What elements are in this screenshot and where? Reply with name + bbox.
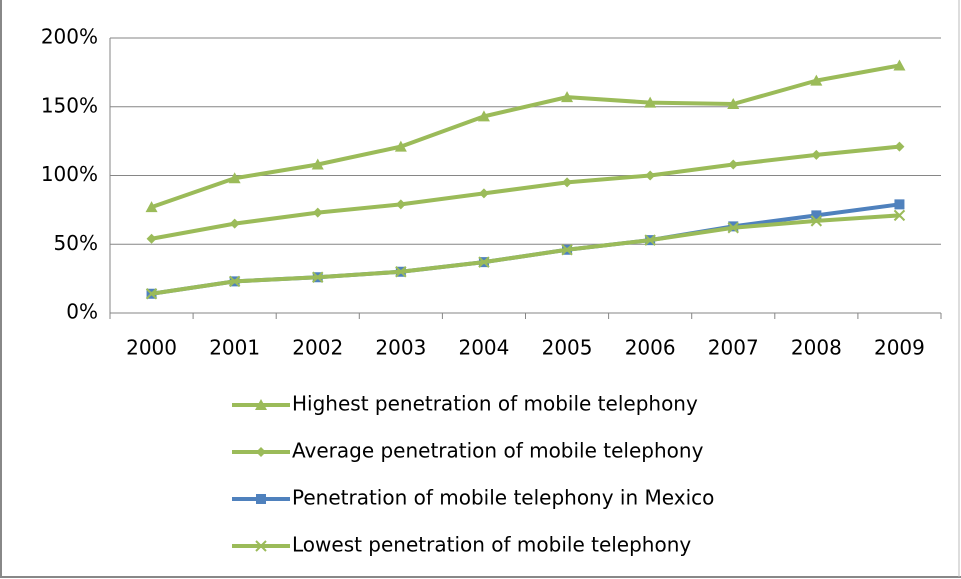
data-point [810, 215, 823, 227]
x-tick-label: 2007 [708, 336, 759, 360]
data-point [811, 149, 822, 160]
x-tick-label: 2009 [874, 336, 925, 360]
data-point [561, 91, 574, 103]
data-point [312, 271, 324, 283]
data-point [644, 234, 656, 246]
x-tick-label: 2003 [375, 336, 426, 360]
legend-marker [256, 447, 266, 457]
data-point [811, 210, 822, 221]
x-tick-label: 2006 [625, 336, 676, 360]
legend-label: Highest penetration of mobile telephony [292, 392, 698, 416]
legend-label: Average penetration of mobile telephony [292, 439, 704, 463]
data-point [146, 233, 157, 244]
y-tick-label: 150% [41, 93, 98, 117]
data-point [229, 218, 240, 229]
y-tick-label: 200% [41, 25, 98, 49]
data-point [893, 209, 906, 222]
data-point [228, 275, 241, 288]
x-tick-label: 2002 [292, 336, 343, 360]
series-line [151, 213, 900, 296]
data-point [728, 159, 739, 170]
y-tick-label: 0% [66, 300, 98, 324]
data-point [394, 140, 407, 152]
data-point [145, 201, 158, 213]
x-tick-label: 2004 [458, 336, 509, 360]
data-point [311, 158, 324, 170]
legend-marker [255, 540, 267, 552]
data-point [145, 288, 158, 300]
x-tick-label: 2008 [791, 336, 842, 360]
series-line [150, 63, 900, 210]
data-point [477, 110, 490, 122]
data-point [561, 244, 573, 256]
data-point [395, 266, 407, 278]
data-point [478, 188, 489, 199]
data-point [894, 141, 905, 152]
data-point [645, 170, 656, 181]
legend-marker [256, 494, 266, 504]
x-tick-label: 2000 [126, 336, 177, 360]
data-point [228, 172, 241, 184]
y-tick-label: 100% [41, 162, 98, 186]
data-point [727, 98, 740, 109]
x-tick-label: 2005 [542, 336, 593, 360]
data-point [810, 74, 823, 86]
legend-marker [255, 399, 267, 410]
data-point [893, 59, 906, 71]
data-point [395, 199, 406, 210]
y-tick-label: 50% [54, 231, 98, 255]
data-point [727, 222, 739, 234]
x-tick-label: 2001 [209, 336, 260, 360]
data-point [894, 199, 905, 210]
data-point [312, 207, 323, 218]
data-point [644, 96, 657, 108]
data-point [562, 177, 573, 188]
legend-label: Penetration of mobile telephony in Mexic… [292, 486, 714, 510]
legend-label: Lowest penetration of mobile telephony [292, 533, 691, 557]
series-line [151, 144, 900, 241]
data-point [478, 256, 490, 268]
